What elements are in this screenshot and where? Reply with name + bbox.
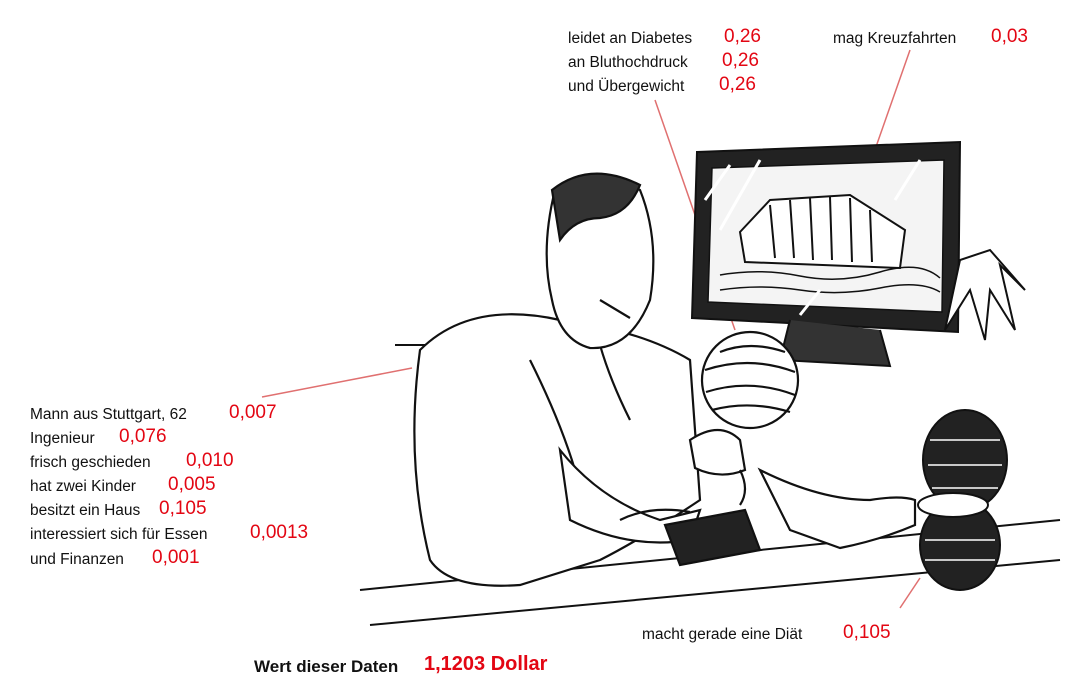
label-value: 0,005 bbox=[168, 474, 216, 495]
monitor bbox=[690, 140, 962, 368]
label-text: frisch geschieden bbox=[30, 454, 151, 471]
label-text: hat zwei Kinder bbox=[30, 478, 136, 495]
label-text: und Finanzen bbox=[30, 551, 124, 568]
total-value: 1,1203 Dollar bbox=[424, 653, 548, 675]
label-value: 0,0013 bbox=[250, 522, 309, 543]
label-value: 0,26 bbox=[724, 26, 761, 47]
label-text: mag Kreuzfahrten bbox=[833, 30, 957, 47]
label-text: Ingenieur bbox=[30, 430, 95, 447]
label-text: und Übergewicht bbox=[568, 78, 685, 95]
label-value: 0,105 bbox=[843, 622, 891, 643]
label-text: leidet an Diabetes bbox=[568, 30, 693, 47]
label-text: interessiert sich für Essen bbox=[30, 526, 208, 543]
label-text: an Bluthochdruck bbox=[568, 54, 688, 71]
pointer-person bbox=[261, 367, 413, 398]
label-value: 0,26 bbox=[722, 50, 759, 71]
person bbox=[413, 172, 917, 587]
pineapple bbox=[917, 248, 1026, 591]
label-text: macht gerade eine Diät bbox=[642, 626, 803, 643]
label-value: 0,105 bbox=[159, 498, 207, 519]
label-text: Mann aus Stuttgart, 62 bbox=[30, 406, 187, 423]
label-value: 0,007 bbox=[229, 402, 277, 423]
label-text: besitzt ein Haus bbox=[30, 502, 141, 519]
label-value: 0,26 bbox=[719, 74, 756, 95]
total-label: Wert dieser Daten bbox=[254, 657, 399, 676]
label-value: 0,010 bbox=[186, 450, 234, 471]
pointer-diet bbox=[899, 577, 921, 609]
label-value: 0,001 bbox=[152, 547, 200, 568]
label-value: 0,03 bbox=[991, 26, 1028, 47]
label-value: 0,076 bbox=[119, 426, 167, 447]
